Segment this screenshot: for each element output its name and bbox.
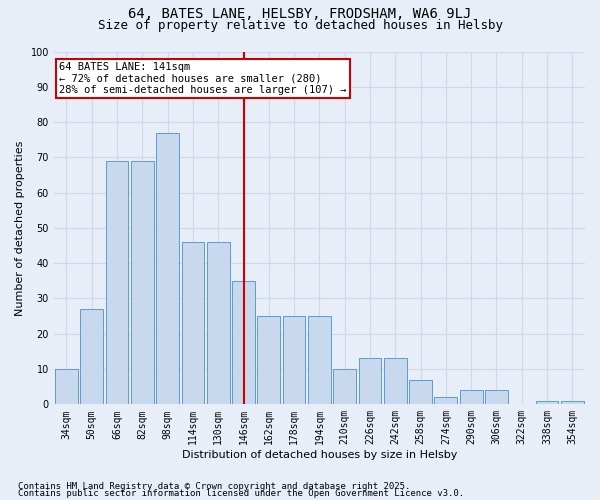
Bar xyxy=(257,316,280,404)
Bar xyxy=(561,401,584,404)
Bar xyxy=(384,358,407,405)
Text: Contains public sector information licensed under the Open Government Licence v3: Contains public sector information licen… xyxy=(18,490,464,498)
Bar xyxy=(460,390,482,404)
Bar xyxy=(131,161,154,404)
Bar xyxy=(334,369,356,404)
Bar xyxy=(485,390,508,404)
Bar xyxy=(232,281,255,404)
Bar xyxy=(409,380,432,404)
Bar xyxy=(106,161,128,404)
X-axis label: Distribution of detached houses by size in Helsby: Distribution of detached houses by size … xyxy=(182,450,457,460)
Text: Size of property relative to detached houses in Helsby: Size of property relative to detached ho… xyxy=(97,19,503,32)
Bar xyxy=(156,132,179,404)
Bar xyxy=(434,398,457,404)
Bar xyxy=(308,316,331,404)
Bar xyxy=(283,316,305,404)
Bar xyxy=(536,401,559,404)
Y-axis label: Number of detached properties: Number of detached properties xyxy=(15,140,25,316)
Bar xyxy=(207,242,230,404)
Text: 64, BATES LANE, HELSBY, FRODSHAM, WA6 9LJ: 64, BATES LANE, HELSBY, FRODSHAM, WA6 9L… xyxy=(128,8,472,22)
Text: Contains HM Land Registry data © Crown copyright and database right 2025.: Contains HM Land Registry data © Crown c… xyxy=(18,482,410,491)
Bar xyxy=(182,242,205,404)
Text: 64 BATES LANE: 141sqm
← 72% of detached houses are smaller (280)
28% of semi-det: 64 BATES LANE: 141sqm ← 72% of detached … xyxy=(59,62,347,96)
Bar xyxy=(80,309,103,404)
Bar xyxy=(359,358,382,405)
Bar xyxy=(55,369,78,404)
